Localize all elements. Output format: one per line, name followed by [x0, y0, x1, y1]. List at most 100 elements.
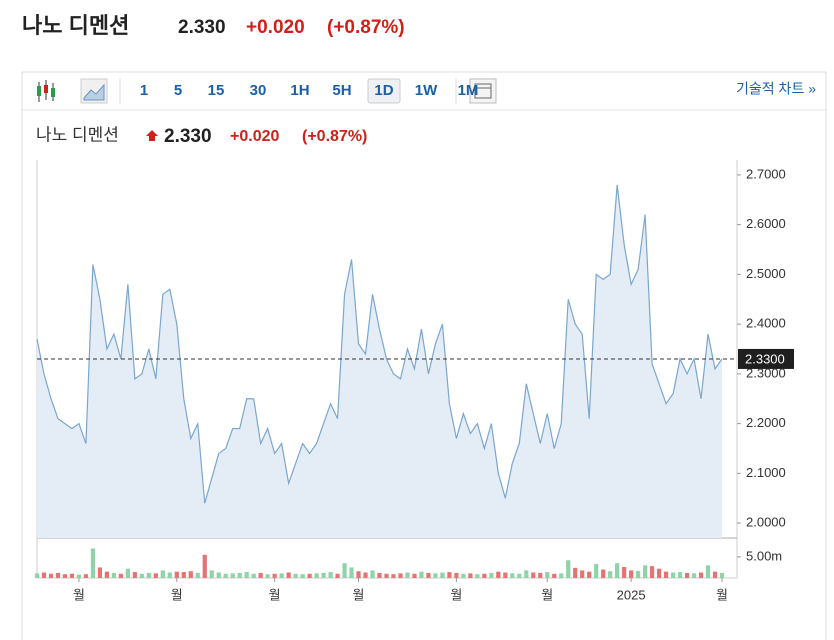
volume-bar	[384, 573, 389, 578]
interval-button[interactable]: 1D	[374, 82, 393, 99]
volume-bar	[363, 572, 368, 578]
up-arrow	[146, 130, 158, 141]
volume-bar	[426, 572, 431, 578]
interval-button[interactable]: 1	[140, 82, 148, 99]
volume-bar	[146, 572, 151, 578]
volume-bar	[118, 573, 123, 578]
volume-bar	[573, 567, 578, 578]
volume-bar	[111, 572, 116, 578]
interval-button[interactable]: 5	[174, 82, 182, 99]
volume-bar	[517, 573, 522, 578]
volume-bar	[244, 572, 249, 578]
interval-button[interactable]: 1H	[290, 82, 309, 99]
volume-bar	[370, 570, 375, 578]
volume-bar	[538, 572, 543, 578]
volume-bar	[272, 573, 277, 578]
volume-bar	[202, 554, 207, 578]
volume-bar	[48, 573, 54, 578]
volume-bar	[55, 572, 61, 578]
volume-bar	[349, 567, 354, 578]
volume-bar	[321, 572, 326, 578]
volume-bar	[615, 563, 620, 578]
volume-bar	[314, 573, 319, 578]
interval-button[interactable]: 30	[250, 82, 267, 99]
volume-bar	[587, 571, 592, 578]
volume-bar	[489, 572, 494, 578]
volume-bar	[454, 572, 459, 578]
volume-bar	[601, 569, 606, 578]
legend-price: 2.330	[164, 126, 212, 147]
volume-bar	[342, 563, 347, 578]
volume-bar	[174, 571, 179, 578]
volume-bar	[153, 573, 158, 578]
volume-bar	[531, 572, 536, 578]
x-tick-label: 월	[269, 587, 281, 602]
volume-bar	[104, 571, 109, 578]
volume-bar	[62, 574, 68, 578]
interval-button[interactable]: 15	[208, 82, 225, 99]
area-icon[interactable]	[80, 78, 108, 104]
interval-button[interactable]: 1W	[415, 82, 438, 99]
x-tick-label: 월	[171, 587, 183, 602]
volume-bar	[475, 574, 480, 578]
volume-bar	[670, 572, 676, 578]
volume-bar	[447, 572, 452, 578]
volume-bar	[684, 572, 690, 578]
volume-bar	[698, 572, 704, 578]
volume-bar	[328, 572, 333, 578]
volume-bar	[712, 571, 718, 578]
x-tick-label: 월	[353, 587, 365, 602]
volume-bar	[622, 567, 627, 578]
legend-name: 나노 디멘션	[36, 125, 119, 144]
title: 나노 디멘션	[22, 13, 129, 38]
x-tick-label: 월	[716, 587, 728, 602]
volume-bar	[97, 567, 103, 578]
volume-bar	[335, 573, 340, 578]
candle-icon[interactable]	[37, 80, 55, 102]
volume-bar	[643, 565, 648, 578]
volume-bar	[307, 573, 312, 578]
y-tick-label: 2.2000	[746, 415, 786, 430]
volume-bar	[230, 573, 235, 578]
x-tick-label: 월	[73, 587, 85, 602]
volume-bar	[300, 574, 305, 578]
volume-bar	[552, 573, 557, 578]
volume-bar	[580, 570, 585, 578]
tech-chart-link[interactable]: 기술적 차트 »	[736, 81, 816, 97]
volume-bar	[216, 572, 221, 578]
volume-bar	[405, 572, 410, 578]
volume-bar	[181, 572, 186, 578]
percent: (+0.87%)	[327, 17, 405, 38]
volume-bar	[496, 571, 501, 578]
volume-bar	[286, 572, 291, 578]
volume-bar	[188, 571, 193, 578]
x-tick-label: 월	[541, 587, 553, 602]
volume-bar	[76, 574, 82, 578]
interval-button[interactable]: 5H	[332, 82, 351, 99]
layout-icon[interactable]	[469, 78, 497, 104]
volume-bar	[663, 571, 669, 578]
volume-bar	[419, 571, 424, 578]
y-tick-label: 2.5000	[746, 266, 786, 281]
volume-bar	[566, 560, 571, 578]
volume-bar	[237, 572, 242, 578]
volume-bar	[293, 573, 298, 578]
volume-bar	[482, 573, 487, 578]
volume-bar	[377, 572, 382, 578]
last-price-label: 2.3300	[745, 351, 785, 366]
volume-bar	[398, 573, 403, 578]
volume-bar	[125, 568, 130, 578]
y-tick-label: 2.4000	[746, 316, 786, 331]
volume-bar	[258, 572, 263, 578]
area	[37, 184, 722, 539]
volume-bar	[195, 572, 200, 578]
change: +0.020	[246, 17, 305, 38]
volume-bar	[503, 572, 508, 578]
interval-button[interactable]: 1M	[458, 82, 479, 99]
volume-bar	[691, 573, 697, 578]
last-price-box	[738, 348, 794, 369]
volume-bar	[719, 572, 725, 578]
volume-bar	[433, 573, 438, 578]
volume-bar	[251, 573, 256, 578]
y-tick-label: 2.3000	[746, 365, 786, 380]
